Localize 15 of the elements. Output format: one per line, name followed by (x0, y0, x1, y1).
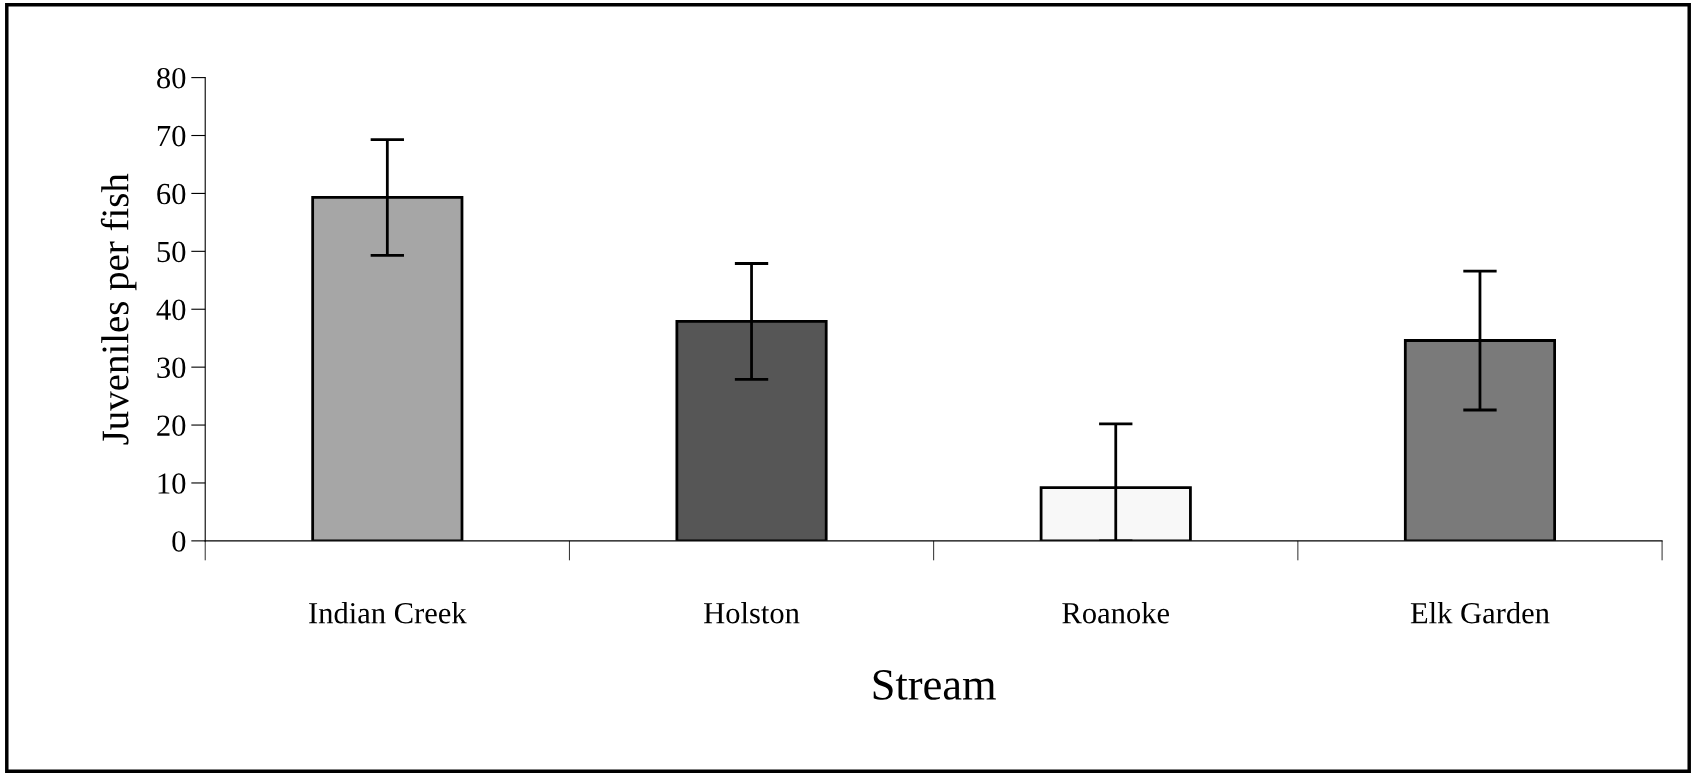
x-tick-label: Elk Garden (1410, 601, 1550, 624)
x-tick-label: Holston (704, 601, 800, 624)
y-tick-label: 70 (157, 125, 186, 147)
y-tick-label: 60 (157, 183, 186, 205)
y-axis-title: Juveniles per fish (100, 173, 137, 445)
y-tick-label: 80 (157, 67, 186, 89)
y-tick-label: 50 (157, 241, 186, 263)
x-tick-label: Roanoke (1062, 601, 1169, 624)
x-tick-label: Indian Creek (309, 601, 467, 624)
y-tick-label: 30 (157, 357, 186, 379)
x-axis-title: Stream (873, 669, 996, 700)
y-tick-label: 0 (172, 531, 186, 552)
y-tick-label: 20 (157, 415, 186, 436)
y-tick-label: 10 (158, 473, 186, 494)
y-tick-label: 40 (156, 299, 186, 321)
